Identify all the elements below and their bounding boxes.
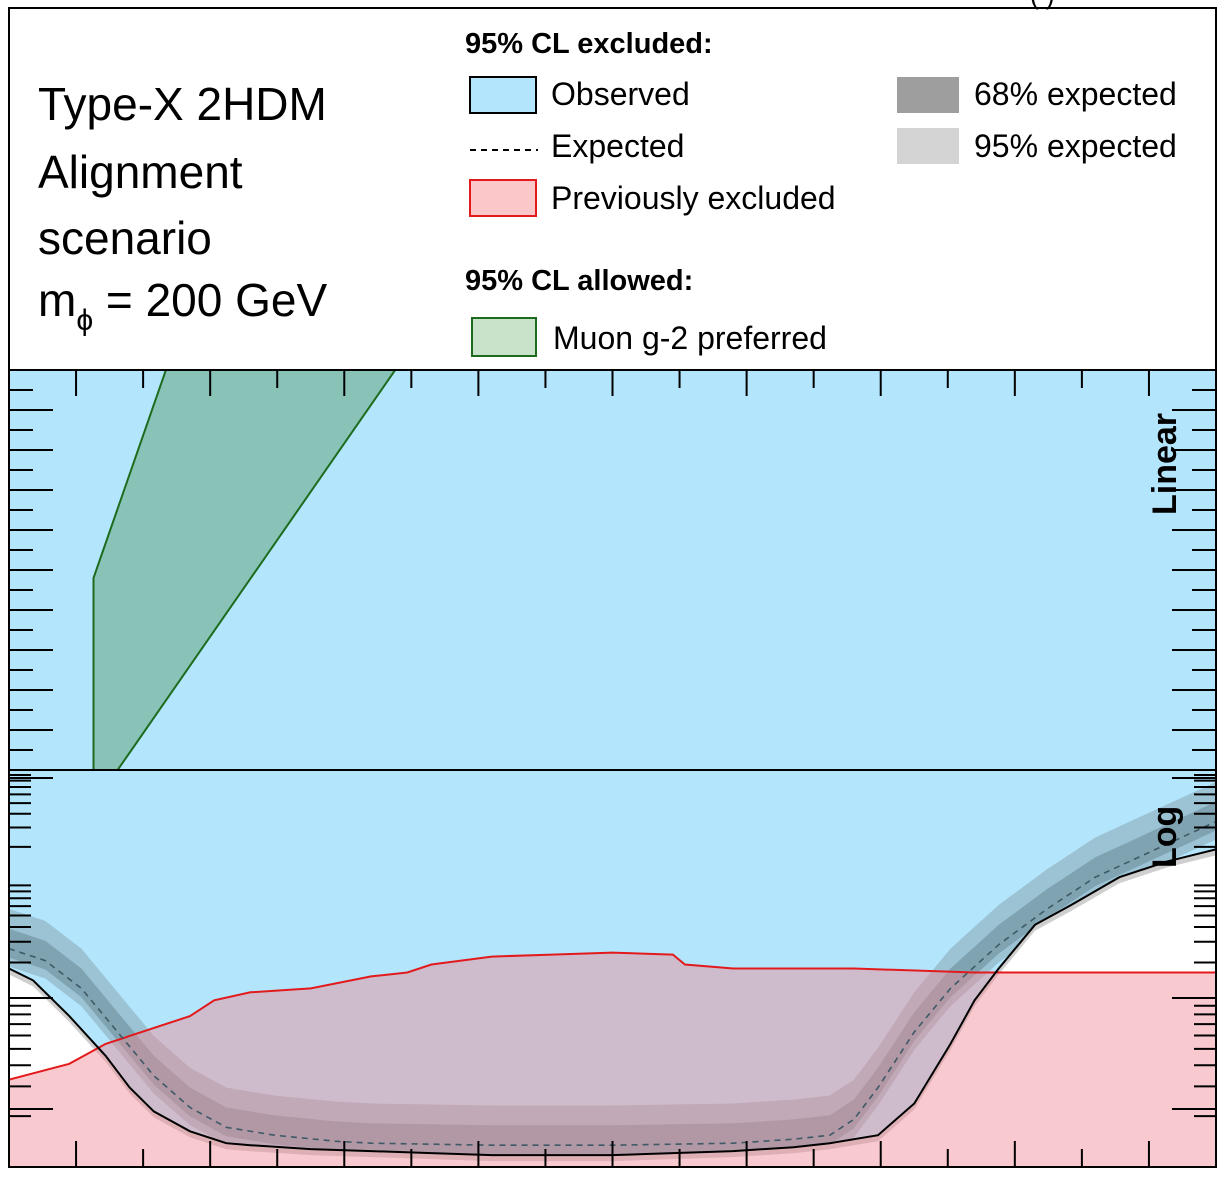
- observed-allowed-region: [9, 830, 1216, 1167]
- plot-frame: [8, 369, 1217, 1168]
- legend-muon-label: Muon g-2 preferred: [553, 320, 827, 356]
- legend-observed-swatch: [469, 76, 537, 114]
- legend-observed-label: Observed: [551, 76, 690, 112]
- observed-grey-edge: [9, 849, 1216, 1162]
- previously-excluded-region: [9, 952, 1216, 1167]
- previously-excluded-line: [9, 951, 1216, 1081]
- panel-label-linear: Linear: [1146, 413, 1184, 515]
- legend-expected-label: Expected: [551, 128, 684, 164]
- legend-excluded-title: 95% CL excluded:: [465, 28, 713, 60]
- panel-label-log: Log: [1146, 806, 1184, 868]
- legend-prev-label: Previously excluded: [551, 180, 836, 216]
- scenario-line-1: Type-X 2HDM: [38, 78, 327, 130]
- scenario-line-3: scenario: [38, 212, 212, 264]
- axis-ticks: [9, 370, 1216, 1167]
- legend-band68-label: 68% expected: [974, 76, 1177, 112]
- legend-muon-swatch: [471, 317, 537, 357]
- legend-band95-swatch: [897, 128, 959, 164]
- cut-label: ( ): [1030, 0, 1055, 10]
- mass-label: mϕ = 200 GeV: [38, 274, 327, 337]
- header-box: [8, 7, 1217, 371]
- plot-area: [9, 370, 1216, 1167]
- legend-allowed-title: 95% CL allowed:: [465, 265, 693, 297]
- scenario-line-2: Alignment: [38, 146, 243, 198]
- expected-line: [9, 820, 1216, 1146]
- legend-prev-swatch: [469, 179, 537, 217]
- legend-band95-label: 95% expected: [974, 128, 1177, 164]
- legend-band68-swatch: [897, 77, 959, 113]
